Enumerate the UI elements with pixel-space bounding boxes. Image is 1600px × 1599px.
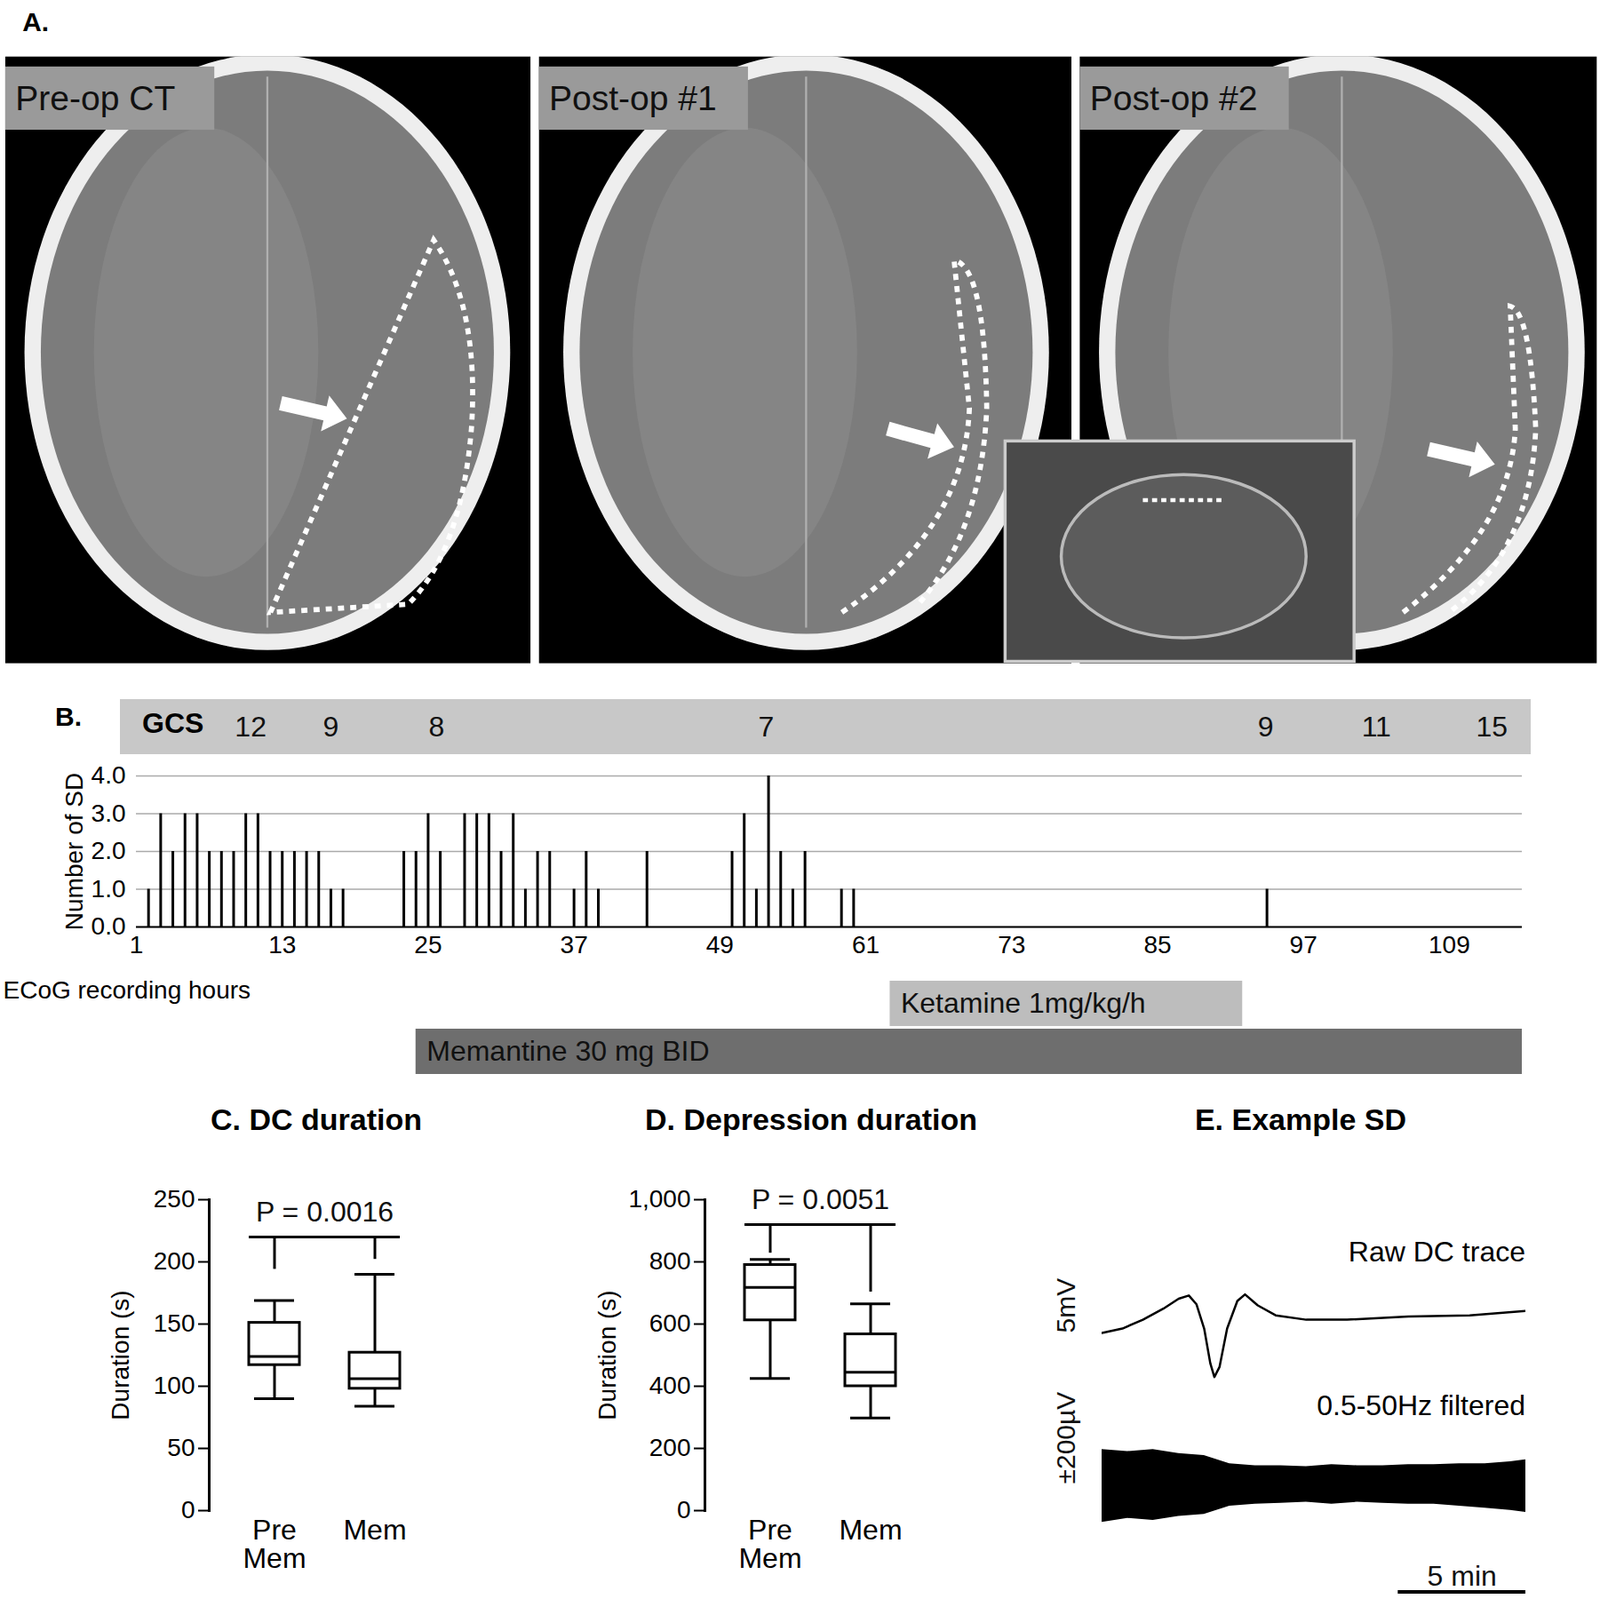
svg-text:A.: A. [22,7,49,37]
svg-text:P = 0.0051: P = 0.0051 [751,1183,890,1216]
svg-text:8: 8 [429,710,446,743]
svg-text:9: 9 [323,710,340,743]
svg-text:1.0: 1.0 [91,875,127,903]
svg-text:11: 11 [1361,710,1392,743]
svg-text:400: 400 [649,1371,692,1400]
svg-text:109: 109 [1428,931,1471,959]
svg-text:9: 9 [1257,710,1274,743]
html-text:E. Example SD: E. Example SD [1194,1102,1407,1137]
svg-text:25: 25 [413,931,442,959]
svg-text:61: 61 [851,931,880,959]
html-text:D. Depression duration: D. Depression duration [644,1102,978,1137]
svg-text:85: 85 [1143,931,1171,959]
svg-text:Post-op #1: Post-op #1 [549,79,717,118]
svg-text:Mem: Mem [342,1513,406,1546]
svg-text:5 min: 5 min [1427,1560,1497,1593]
svg-text:ECoG recording hours: ECoG recording hours [3,976,252,1004]
svg-text:37: 37 [560,931,589,959]
svg-text:0: 0 [181,1496,196,1524]
svg-text:Ketamine 1mg/kg/h: Ketamine 1mg/kg/h [900,987,1147,1019]
svg-text:15: 15 [1475,710,1508,743]
svg-text:PreMem: PreMem [242,1513,306,1575]
svg-text:Memantine 30 mg BID: Memantine 30 mg BID [426,1034,709,1067]
svg-text:13: 13 [268,931,296,959]
svg-text:0: 0 [676,1496,692,1524]
svg-text:150: 150 [153,1309,196,1338]
svg-text:Pre-op CT: Pre-op CT [15,79,176,118]
svg-text:800: 800 [649,1247,692,1275]
svg-text:2.0: 2.0 [91,836,127,865]
svg-text:200: 200 [649,1433,692,1462]
svg-text:250: 250 [153,1185,196,1213]
svg-text:97: 97 [1289,931,1318,959]
svg-text:Mem: Mem [838,1513,902,1546]
svg-text:5mV: 5mV [1050,1278,1081,1334]
svg-text:Number of SD: Number of SD [60,772,88,931]
html-text:B.: B. [55,701,82,732]
svg-text:12: 12 [234,710,267,743]
svg-text:49: 49 [706,931,734,959]
svg-text:1,000: 1,000 [628,1185,691,1213]
svg-text:Duration (s): Duration (s) [106,1289,135,1420]
svg-text:7: 7 [757,710,774,743]
html-text:C. DC duration: C. DC duration [210,1102,422,1137]
html-text:0.5-50Hz filtered: 0.5-50Hz filtered [1316,1389,1526,1422]
svg-text:±200µV: ±200µV [1050,1392,1081,1485]
svg-text:4.0: 4.0 [91,761,127,789]
svg-text:0.0: 0.0 [91,912,127,940]
svg-text:73: 73 [997,931,1026,959]
svg-text:3.0: 3.0 [91,799,127,828]
html-text:GCS: GCS [142,707,204,740]
svg-text:PreMem: PreMem [738,1513,802,1575]
svg-text:Duration (s): Duration (s) [593,1289,621,1420]
svg-text:P = 0.0016: P = 0.0016 [255,1195,394,1228]
svg-text:50: 50 [167,1433,195,1462]
svg-text:Post-op #2: Post-op #2 [1090,79,1258,118]
svg-text:100: 100 [153,1371,196,1400]
html-text:Raw DC trace: Raw DC trace [1348,1235,1526,1268]
svg-text:600: 600 [649,1309,692,1338]
svg-text:200: 200 [153,1247,196,1275]
svg-text:1: 1 [129,931,144,959]
